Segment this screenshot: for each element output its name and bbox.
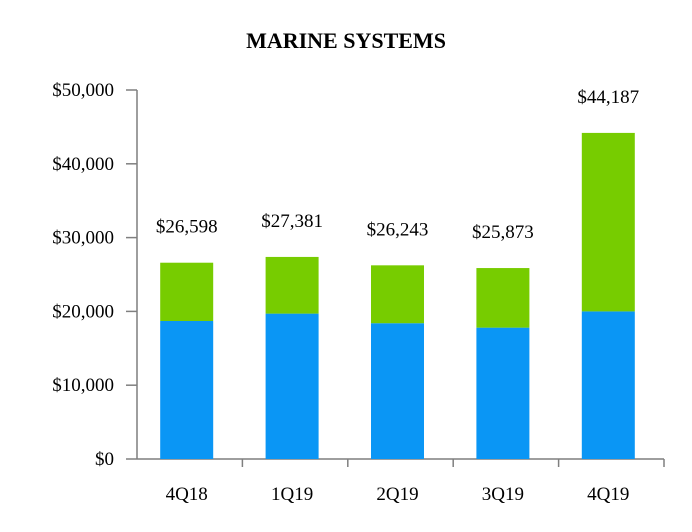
- y-tick-label: $30,000: [52, 228, 114, 249]
- bar-segment-top: [581, 132, 635, 312]
- y-tick-label: $50,000: [52, 80, 114, 101]
- x-tick-label: 2Q19: [376, 484, 418, 505]
- bar-segment-base: [160, 320, 214, 459]
- bar-segment-top: [476, 268, 530, 328]
- bar-segment-base: [581, 311, 635, 459]
- bar-segment-base: [371, 323, 424, 459]
- x-tick-label: 3Q19: [482, 484, 524, 505]
- bar-segment-base: [265, 313, 319, 459]
- y-tick-label: $20,000: [52, 301, 114, 322]
- labels: $26,598 4Q18 $27,381 1Q19 $26,243 2Q19 $25,873…: [156, 87, 639, 505]
- x-tick-label: 4Q19: [587, 484, 629, 505]
- y-tick-label: $40,000: [52, 154, 114, 175]
- bar-segment-top: [265, 256, 319, 314]
- bar-segment-top: [160, 262, 214, 321]
- bar-segment-base: [476, 327, 530, 459]
- bars: [160, 132, 635, 459]
- chart-title: MARINE SYSTEMS: [246, 28, 446, 53]
- x-tick-label: 1Q19: [271, 484, 313, 505]
- axes: $0 $10,000 $20,000 $30,000 $40,000 $50,000: [52, 80, 665, 470]
- bar-total-label: $44,187: [577, 87, 639, 108]
- bar-segment-top: [371, 265, 424, 324]
- x-tick-label: 4Q18: [166, 484, 208, 505]
- bar-total-label: $25,873: [472, 222, 534, 243]
- y-tick-label: $0: [95, 449, 114, 470]
- y-tick-label: $10,000: [52, 375, 114, 396]
- bar-total-label: $26,598: [156, 217, 218, 238]
- bar-total-label: $26,243: [367, 219, 429, 240]
- bar-total-label: $27,381: [261, 211, 323, 232]
